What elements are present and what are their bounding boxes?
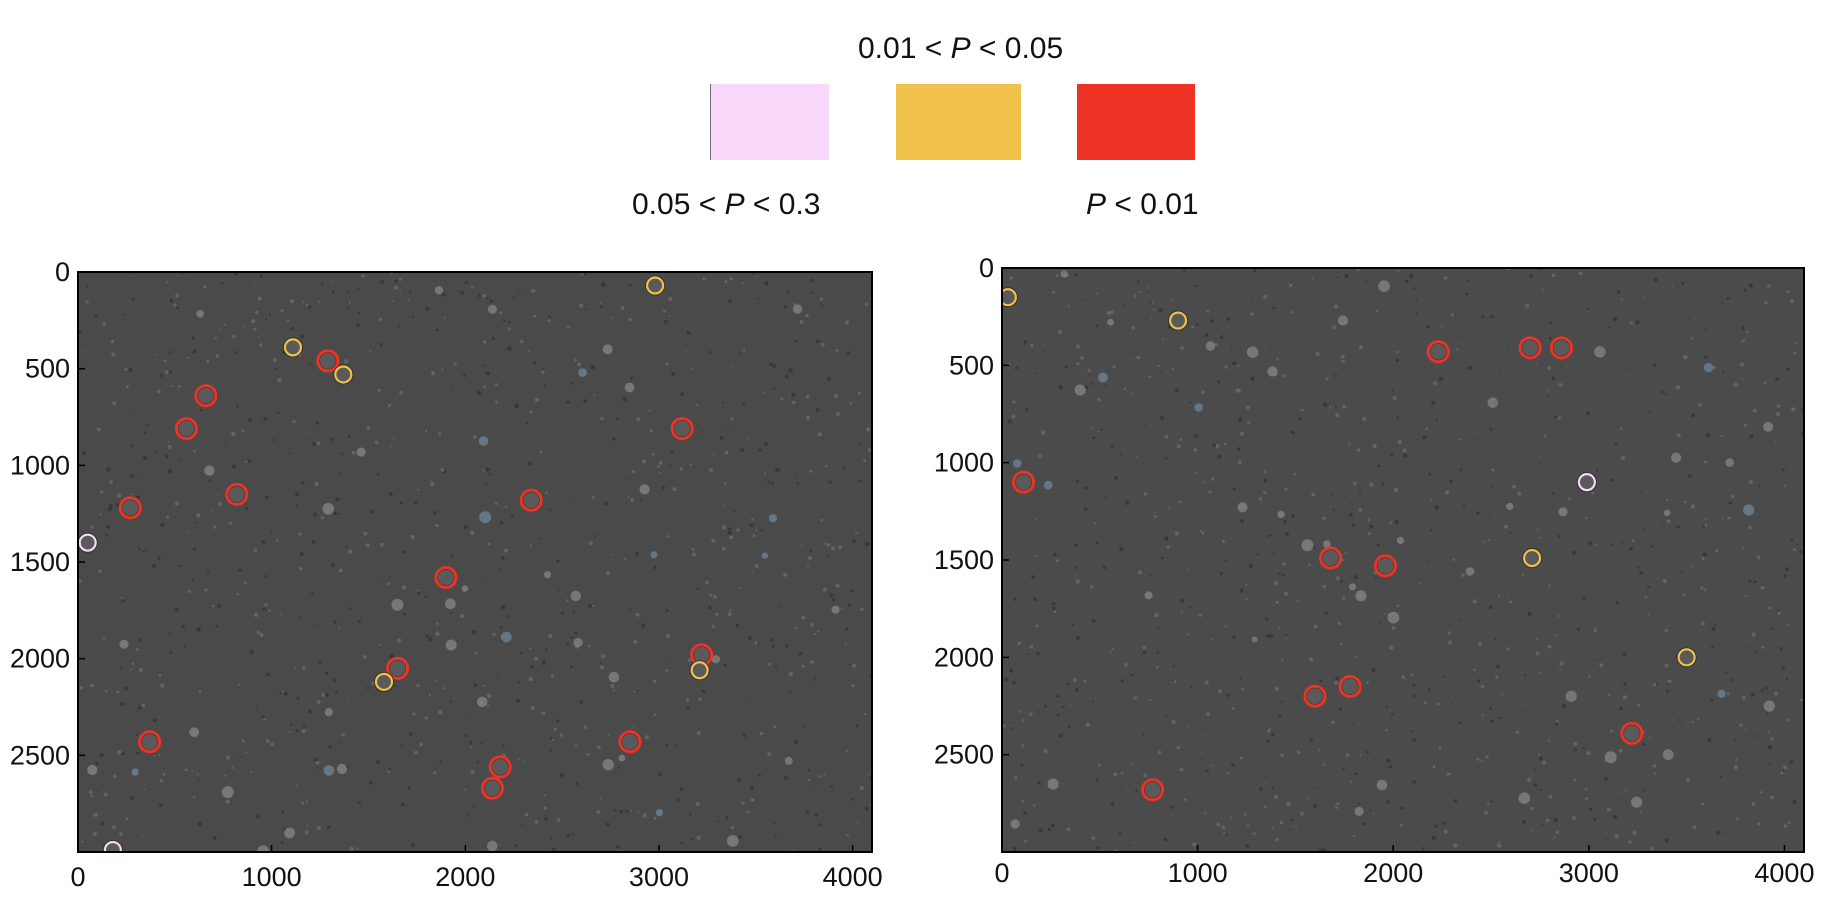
x-tick-label: 3000 <box>1559 858 1619 888</box>
cell-marker-mid <box>1676 647 1697 668</box>
cell-marker-high <box>1373 554 1397 578</box>
cell-marker-high <box>225 482 249 506</box>
y-tick-label: 1500 <box>934 545 994 575</box>
cell-marker-high <box>174 417 198 441</box>
legend-swatch-mid <box>896 84 1021 160</box>
cell-marker-high <box>1426 340 1450 364</box>
x-tick-label: 4000 <box>1754 858 1814 888</box>
x-tick-label: 0 <box>70 862 85 892</box>
legend-swatch-high <box>1077 84 1195 160</box>
y-tick-label: 1500 <box>10 547 70 577</box>
cell-marker-high <box>1012 470 1036 494</box>
x-tick-label: 4000 <box>823 862 883 892</box>
cell-marker-mid <box>333 364 354 385</box>
cell-marker-mid <box>1168 310 1189 331</box>
cell-marker-mid <box>373 671 394 692</box>
cell-marker-high <box>434 565 458 589</box>
cell-marker-mid <box>282 337 303 358</box>
x-tick-label: 1000 <box>1168 858 1228 888</box>
cell-marker-high <box>1549 336 1573 360</box>
cell-marker-high <box>386 656 410 680</box>
cell-marker-high <box>194 384 218 408</box>
micrograph-background <box>1002 268 1804 852</box>
cell-marker-high <box>618 730 642 754</box>
y-tick-label: 500 <box>25 354 70 384</box>
micrograph-texture <box>78 272 872 852</box>
cell-marker-high <box>519 488 543 512</box>
y-tick-label: 2500 <box>934 740 994 770</box>
x-tick-label: 0 <box>994 858 1009 888</box>
legend-swatch-low <box>710 84 829 160</box>
cell-marker-high <box>1319 546 1343 570</box>
cell-marker-low <box>1576 472 1597 493</box>
cell-marker-low <box>102 840 123 852</box>
y-tick-label: 500 <box>949 350 994 380</box>
cell-marker-high <box>118 496 142 520</box>
x-tick-label: 2000 <box>1363 858 1423 888</box>
x-tick-label: 1000 <box>242 862 302 892</box>
legend-label-low: 0.05 < P < 0.3 <box>632 188 821 221</box>
y-tick-label: 1000 <box>934 448 994 478</box>
cell-marker-high <box>138 730 162 754</box>
cell-marker-high <box>488 755 512 779</box>
x-tick-label: 2000 <box>435 862 495 892</box>
legend-label-high: P < 0.01 <box>1086 188 1199 221</box>
cell-marker-high <box>1338 675 1362 699</box>
cell-marker-mid <box>1002 287 1018 308</box>
cell-marker-high <box>1518 336 1542 360</box>
y-tick-label: 0 <box>55 257 70 287</box>
y-tick-label: 2000 <box>10 644 70 674</box>
y-tick-label: 2000 <box>934 642 994 672</box>
y-tick-label: 2500 <box>10 740 70 770</box>
y-tick-label: 1000 <box>10 450 70 480</box>
cell-marker-mid <box>689 660 710 681</box>
micrograph-background <box>78 272 872 852</box>
legend-label-mid: 0.01 < P < 0.05 <box>858 32 1064 65</box>
cell-marker-mid <box>645 275 666 296</box>
micrograph-texture <box>1002 268 1804 852</box>
cell-marker-high <box>1303 684 1327 708</box>
microscopy-panel-left: 0 1000 2000 3000 4000 0 500 1000 1500 2000 2500 <box>10 257 883 892</box>
cell-marker-high <box>1620 721 1644 745</box>
cell-marker-high <box>316 349 340 373</box>
y-tick-label: 0 <box>979 253 994 283</box>
cell-marker-high <box>1141 778 1165 802</box>
cell-marker-high <box>670 417 694 441</box>
cell-marker-high <box>480 776 504 800</box>
cell-marker-mid <box>1522 548 1543 569</box>
x-tick-label: 3000 <box>629 862 689 892</box>
